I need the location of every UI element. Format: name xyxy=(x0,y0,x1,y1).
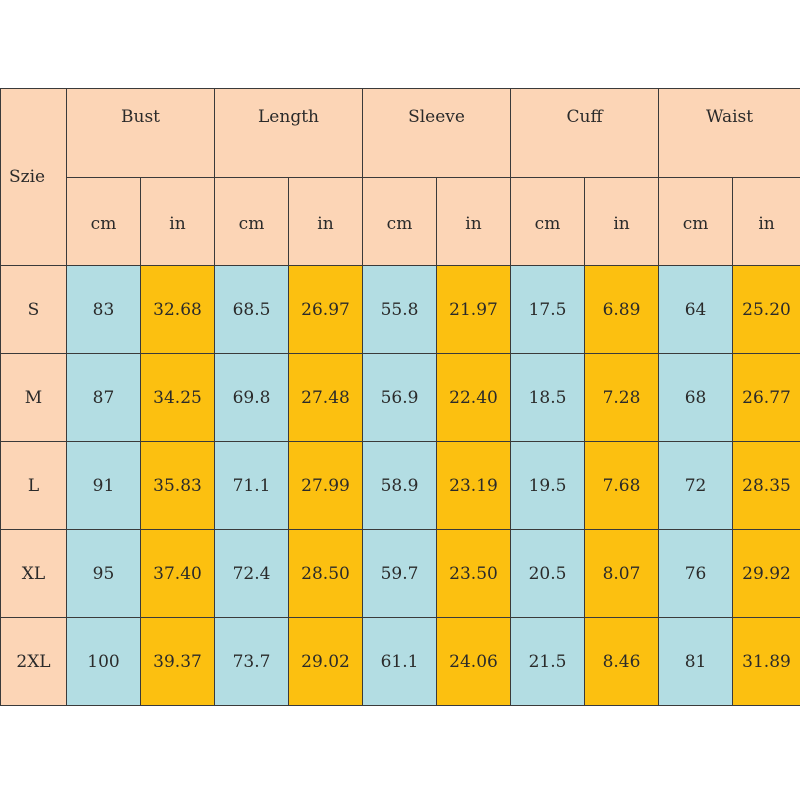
in-value-cell: 23.19 xyxy=(436,441,511,530)
unit-label-in: in xyxy=(169,213,186,234)
in-value-cell: 7.28 xyxy=(583,353,660,442)
in-value-cell: 27.48 xyxy=(288,353,363,442)
measurement-header-row: Szie Bust Length Sleeve Cuff Waist xyxy=(0,88,800,266)
unit-label-cm: cm xyxy=(238,213,265,234)
bust-header-label: Bust xyxy=(121,107,160,127)
cm-value-cell: 64 xyxy=(658,265,734,354)
cm-value-cell: 20.5 xyxy=(510,529,585,618)
unit-header-in: in xyxy=(583,177,660,266)
unit-header-cm: cm xyxy=(214,177,289,266)
unit-header-cm: cm xyxy=(362,177,437,266)
in-value-cell: 37.40 xyxy=(140,529,215,618)
unit-label-in: in xyxy=(613,213,630,234)
in-value-cell: 29.92 xyxy=(732,529,800,618)
unit-header-row: cm in cm in cm in cm in cm in xyxy=(1,177,800,266)
cuff-header-label: Cuff xyxy=(566,107,603,127)
in-value-cell: 23.50 xyxy=(436,529,511,618)
unit-label-in: in xyxy=(758,213,775,234)
size-header-cell: Szie xyxy=(0,88,67,266)
cm-value-cell: 100 xyxy=(66,617,141,706)
unit-header-in: in xyxy=(288,177,363,266)
in-value-cell: 26.77 xyxy=(732,353,800,442)
cm-value-cell: 68 xyxy=(658,353,734,442)
in-value-cell: 24.06 xyxy=(436,617,511,706)
unit-label-cm: cm xyxy=(682,213,709,234)
in-value-cell: 35.83 xyxy=(140,441,215,530)
size-cell: S xyxy=(0,265,67,354)
table-row: L 91 35.83 71.1 27.99 58.9 23.19 19.5 7.68 72 28.3… xyxy=(0,441,800,530)
size-header-label: Szie xyxy=(9,167,46,187)
cm-value-cell: 72 xyxy=(658,441,734,530)
cm-value-cell: 87 xyxy=(66,353,141,442)
table-row: S 83 32.68 68.5 26.97 55.8 21.97 17.5 6.89 64 25.2… xyxy=(0,265,800,354)
cm-value-cell: 83 xyxy=(66,265,141,354)
cm-value-cell: 61.1 xyxy=(362,617,437,706)
in-value-cell: 26.97 xyxy=(288,265,363,354)
size-cell: XL xyxy=(0,529,67,618)
unit-header-cm: cm xyxy=(66,177,141,266)
bust-header-cell: Bust xyxy=(66,88,215,178)
length-header-cell: Length xyxy=(214,88,363,178)
unit-header-in: in xyxy=(140,177,215,266)
unit-header-cm: cm xyxy=(510,177,585,266)
cm-value-cell: 56.9 xyxy=(362,353,437,442)
cm-value-cell: 69.8 xyxy=(214,353,289,442)
in-value-cell: 25.20 xyxy=(732,265,800,354)
in-value-cell: 28.35 xyxy=(732,441,800,530)
in-value-cell: 31.89 xyxy=(732,617,800,706)
table-row: 2XL 100 39.37 73.7 29.02 61.1 24.06 21.5 8.46 81 3… xyxy=(0,617,800,706)
unit-label-in: in xyxy=(465,213,482,234)
unit-header-in: in xyxy=(732,177,800,266)
length-header-label: Length xyxy=(258,107,319,127)
in-value-cell: 7.68 xyxy=(583,441,660,530)
sleeve-header-cell: Sleeve xyxy=(362,88,511,178)
cm-value-cell: 81 xyxy=(658,617,734,706)
cm-value-cell: 71.1 xyxy=(214,441,289,530)
cm-value-cell: 95 xyxy=(66,529,141,618)
cm-value-cell: 73.7 xyxy=(214,617,289,706)
in-value-cell: 22.40 xyxy=(436,353,511,442)
in-value-cell: 34.25 xyxy=(140,353,215,442)
in-value-cell: 21.97 xyxy=(436,265,511,354)
in-value-cell: 29.02 xyxy=(288,617,363,706)
cm-value-cell: 58.9 xyxy=(362,441,437,530)
size-cell: M xyxy=(0,353,67,442)
in-value-cell: 28.50 xyxy=(288,529,363,618)
cm-value-cell: 19.5 xyxy=(510,441,585,530)
unit-label-cm: cm xyxy=(386,213,413,234)
size-cell: 2XL xyxy=(0,617,67,706)
cm-value-cell: 55.8 xyxy=(362,265,437,354)
in-value-cell: 27.99 xyxy=(288,441,363,530)
sleeve-header-label: Sleeve xyxy=(408,107,465,127)
waist-header-label: Waist xyxy=(705,107,754,127)
in-value-cell: 6.89 xyxy=(583,265,660,354)
in-value-cell: 8.07 xyxy=(583,529,660,618)
cm-value-cell: 68.5 xyxy=(214,265,289,354)
waist-header-cell: Waist xyxy=(658,88,800,178)
in-value-cell: 39.37 xyxy=(140,617,215,706)
cm-value-cell: 72.4 xyxy=(214,529,289,618)
size-cell: L xyxy=(0,441,67,530)
in-value-cell: 8.46 xyxy=(583,617,660,706)
size-chart-table: Szie Bust Length Sleeve Cuff Waist cm in… xyxy=(0,88,800,706)
unit-header-cm: cm xyxy=(658,177,734,266)
cm-value-cell: 76 xyxy=(658,529,734,618)
in-value-cell: 32.68 xyxy=(140,265,215,354)
cm-value-cell: 18.5 xyxy=(510,353,585,442)
cm-value-cell: 17.5 xyxy=(510,265,585,354)
cm-value-cell: 21.5 xyxy=(510,617,585,706)
cm-value-cell: 91 xyxy=(66,441,141,530)
unit-label-in: in xyxy=(317,213,334,234)
unit-label-cm: cm xyxy=(90,213,117,234)
unit-label-cm: cm xyxy=(534,213,561,234)
table-row: XL 95 37.40 72.4 28.50 59.7 23.50 20.5 8.07 76 29.… xyxy=(0,529,800,618)
cuff-header-cell: Cuff xyxy=(509,88,660,178)
unit-header-in: in xyxy=(436,177,511,266)
cm-value-cell: 59.7 xyxy=(362,529,437,618)
table-row: M 87 34.25 69.8 27.48 56.9 22.40 18.5 7.28 68 26.7… xyxy=(0,353,800,442)
